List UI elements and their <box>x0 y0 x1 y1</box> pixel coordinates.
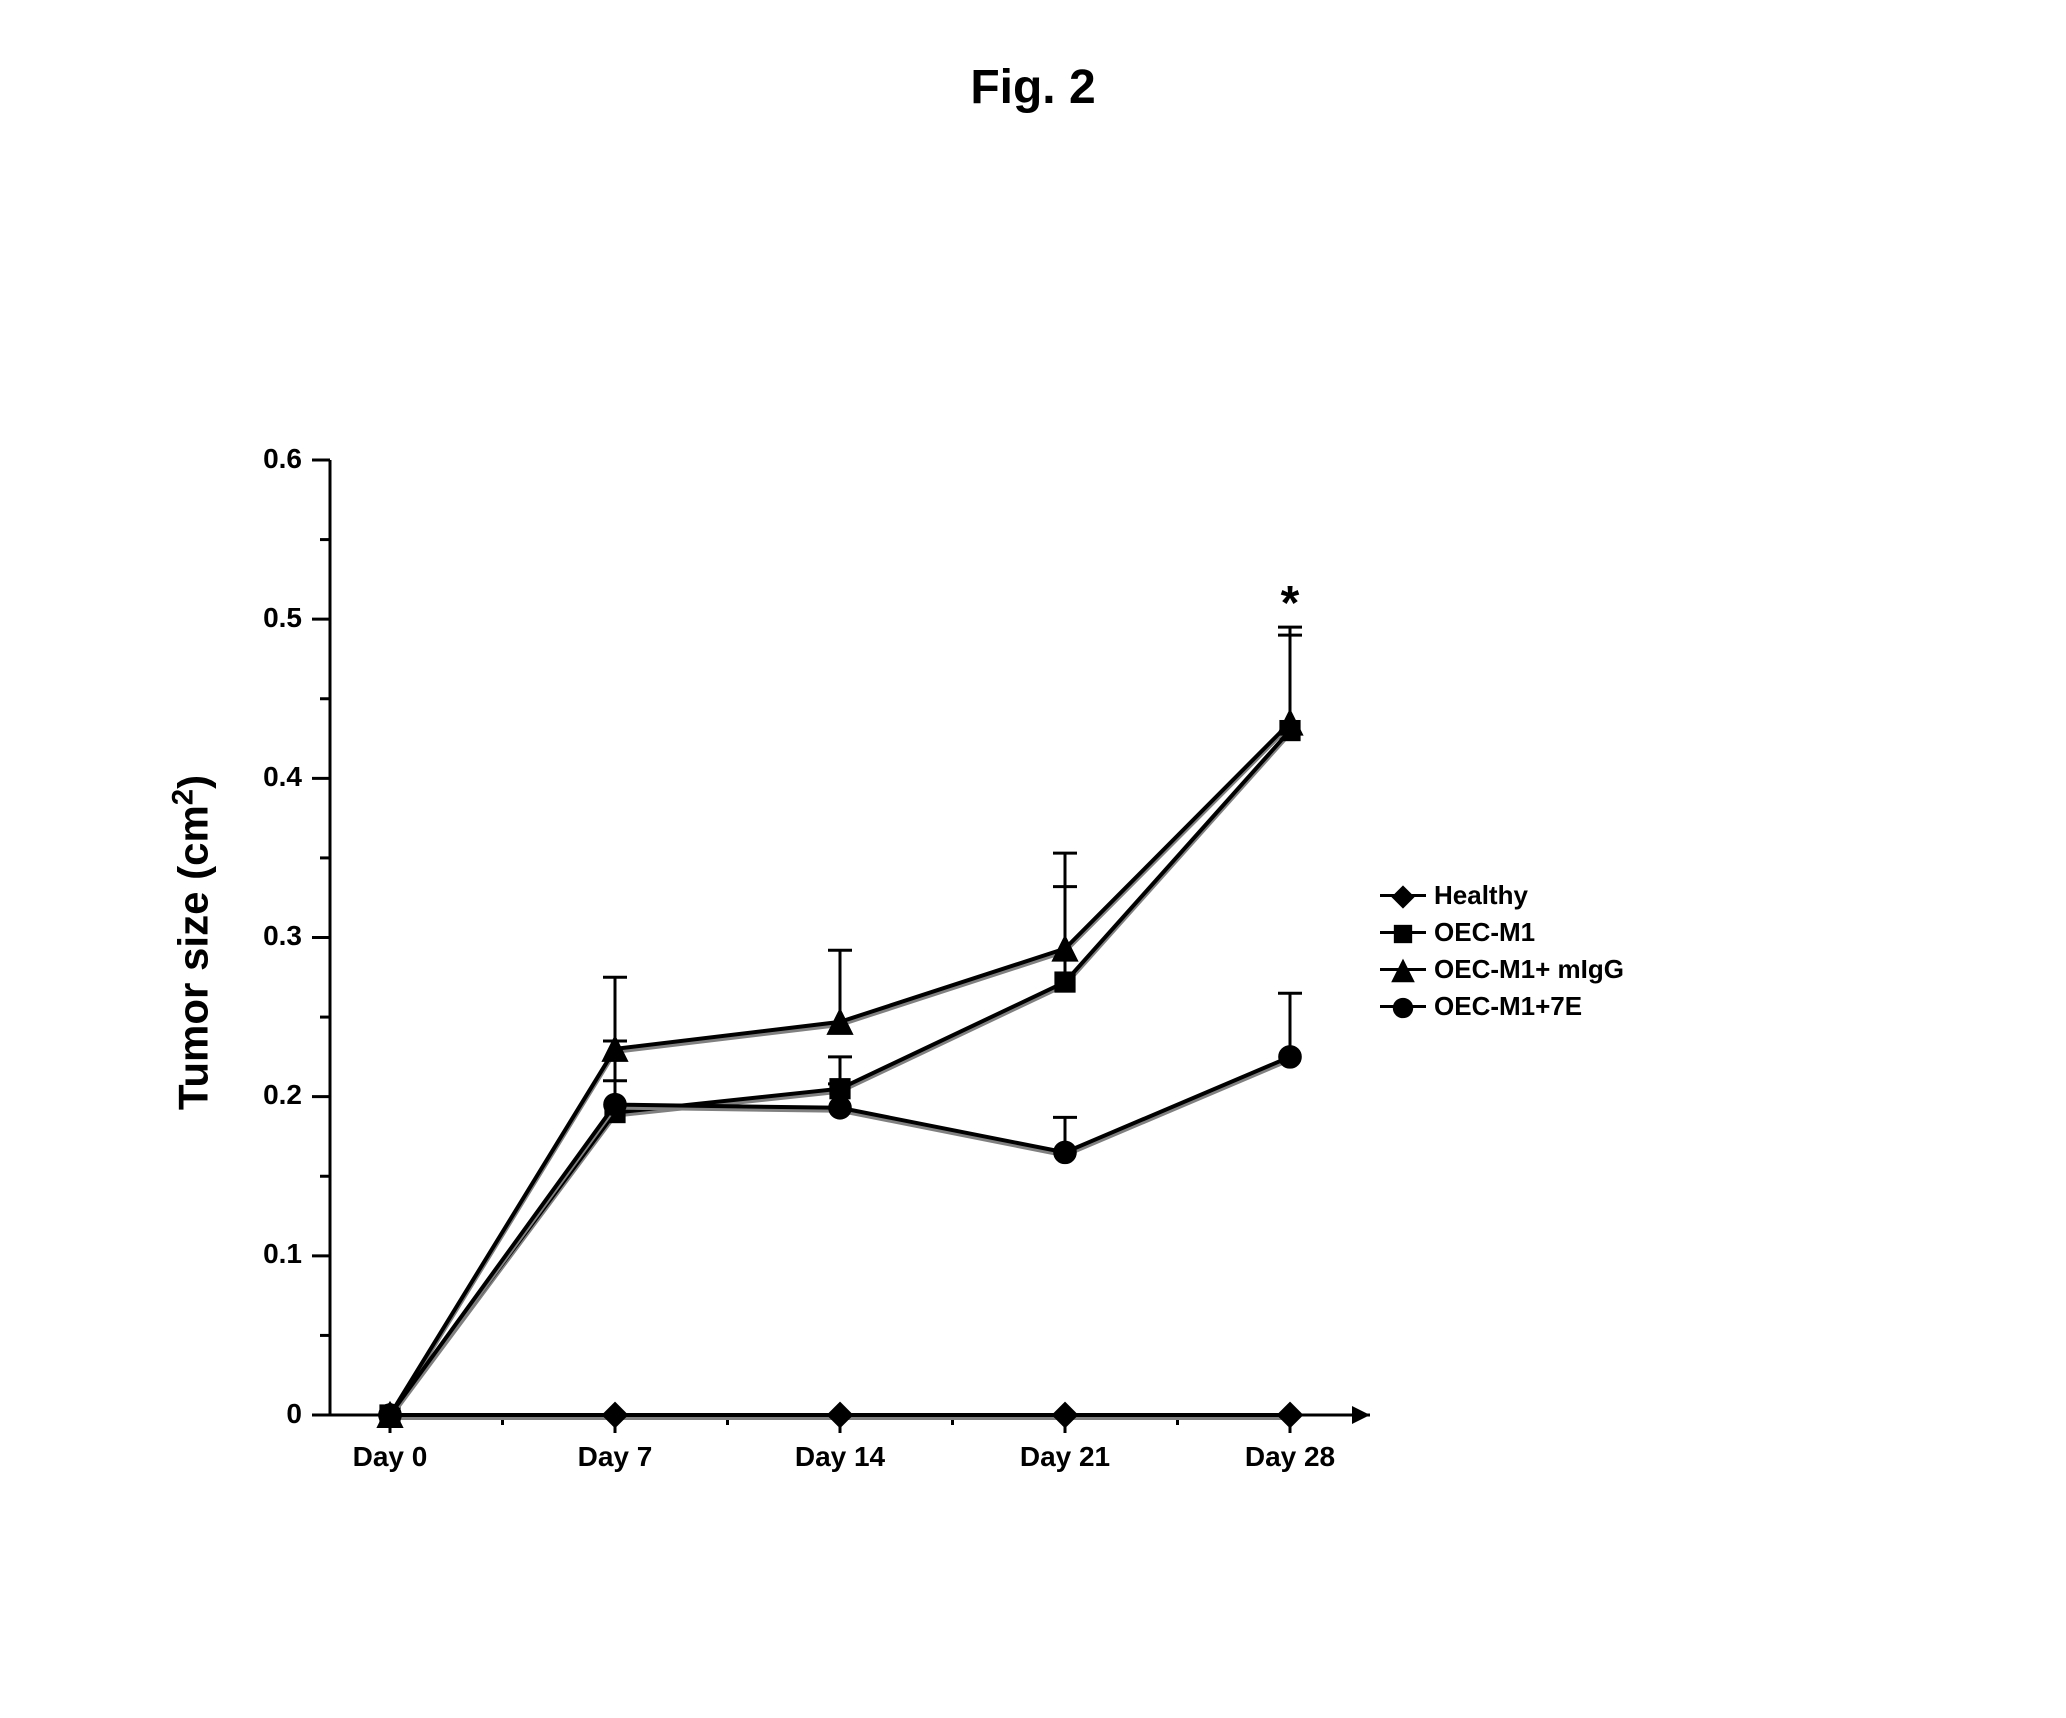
legend-item: OEC-M1 <box>1380 917 1624 948</box>
legend-label: OEC-M1 <box>1434 917 1535 948</box>
triangle-icon <box>1389 957 1417 985</box>
page: Fig. 2 * Tumor size (cm2) 00.10.20.30.40… <box>0 0 2066 1718</box>
legend-item: OEC-M1+7E <box>1380 991 1624 1022</box>
legend-label: Healthy <box>1434 880 1528 911</box>
y-tick-label: 0.4 <box>263 761 302 793</box>
chart-container: * Tumor size (cm2) 0 0.1 0.2 0.3 0.4 0.5 0.6 D… <box>0 0 2066 1718</box>
circle-icon <box>1389 994 1417 1022</box>
square-icon <box>1389 920 1417 948</box>
svg-text:*: * <box>1281 577 1300 630</box>
y-axis-title: Tumor size (cm2) <box>167 742 218 1142</box>
y-tick-label: 0.2 <box>263 1079 302 1111</box>
x-tick-label: Day 28 <box>1235 1441 1345 1473</box>
y-tick-label: 0.1 <box>263 1238 302 1270</box>
diamond-icon <box>1389 883 1417 911</box>
legend-item: Healthy <box>1380 880 1624 911</box>
x-tick-label: Day 14 <box>785 1441 895 1473</box>
y-tick-label: 0.3 <box>263 920 302 952</box>
legend-line <box>1380 931 1426 934</box>
legend-line <box>1380 968 1426 971</box>
y-tick-label: 0.6 <box>263 443 302 475</box>
y-tick-label: 0 <box>286 1398 302 1430</box>
legend-line <box>1380 1005 1426 1008</box>
legend-label: OEC-M1+7E <box>1434 991 1582 1022</box>
legend: Healthy OEC-M1 OEC-M1+ mIgG OEC-M1+7E <box>1380 880 1624 1022</box>
y-tick-label: 0.5 <box>263 602 302 634</box>
legend-item: OEC-M1+ mIgG <box>1380 954 1624 985</box>
x-tick-label: Day 0 <box>335 1441 445 1473</box>
legend-line <box>1380 894 1426 897</box>
legend-label: OEC-M1+ mIgG <box>1434 954 1624 985</box>
x-tick-label: Day 7 <box>560 1441 670 1473</box>
x-tick-label: Day 21 <box>1010 1441 1120 1473</box>
